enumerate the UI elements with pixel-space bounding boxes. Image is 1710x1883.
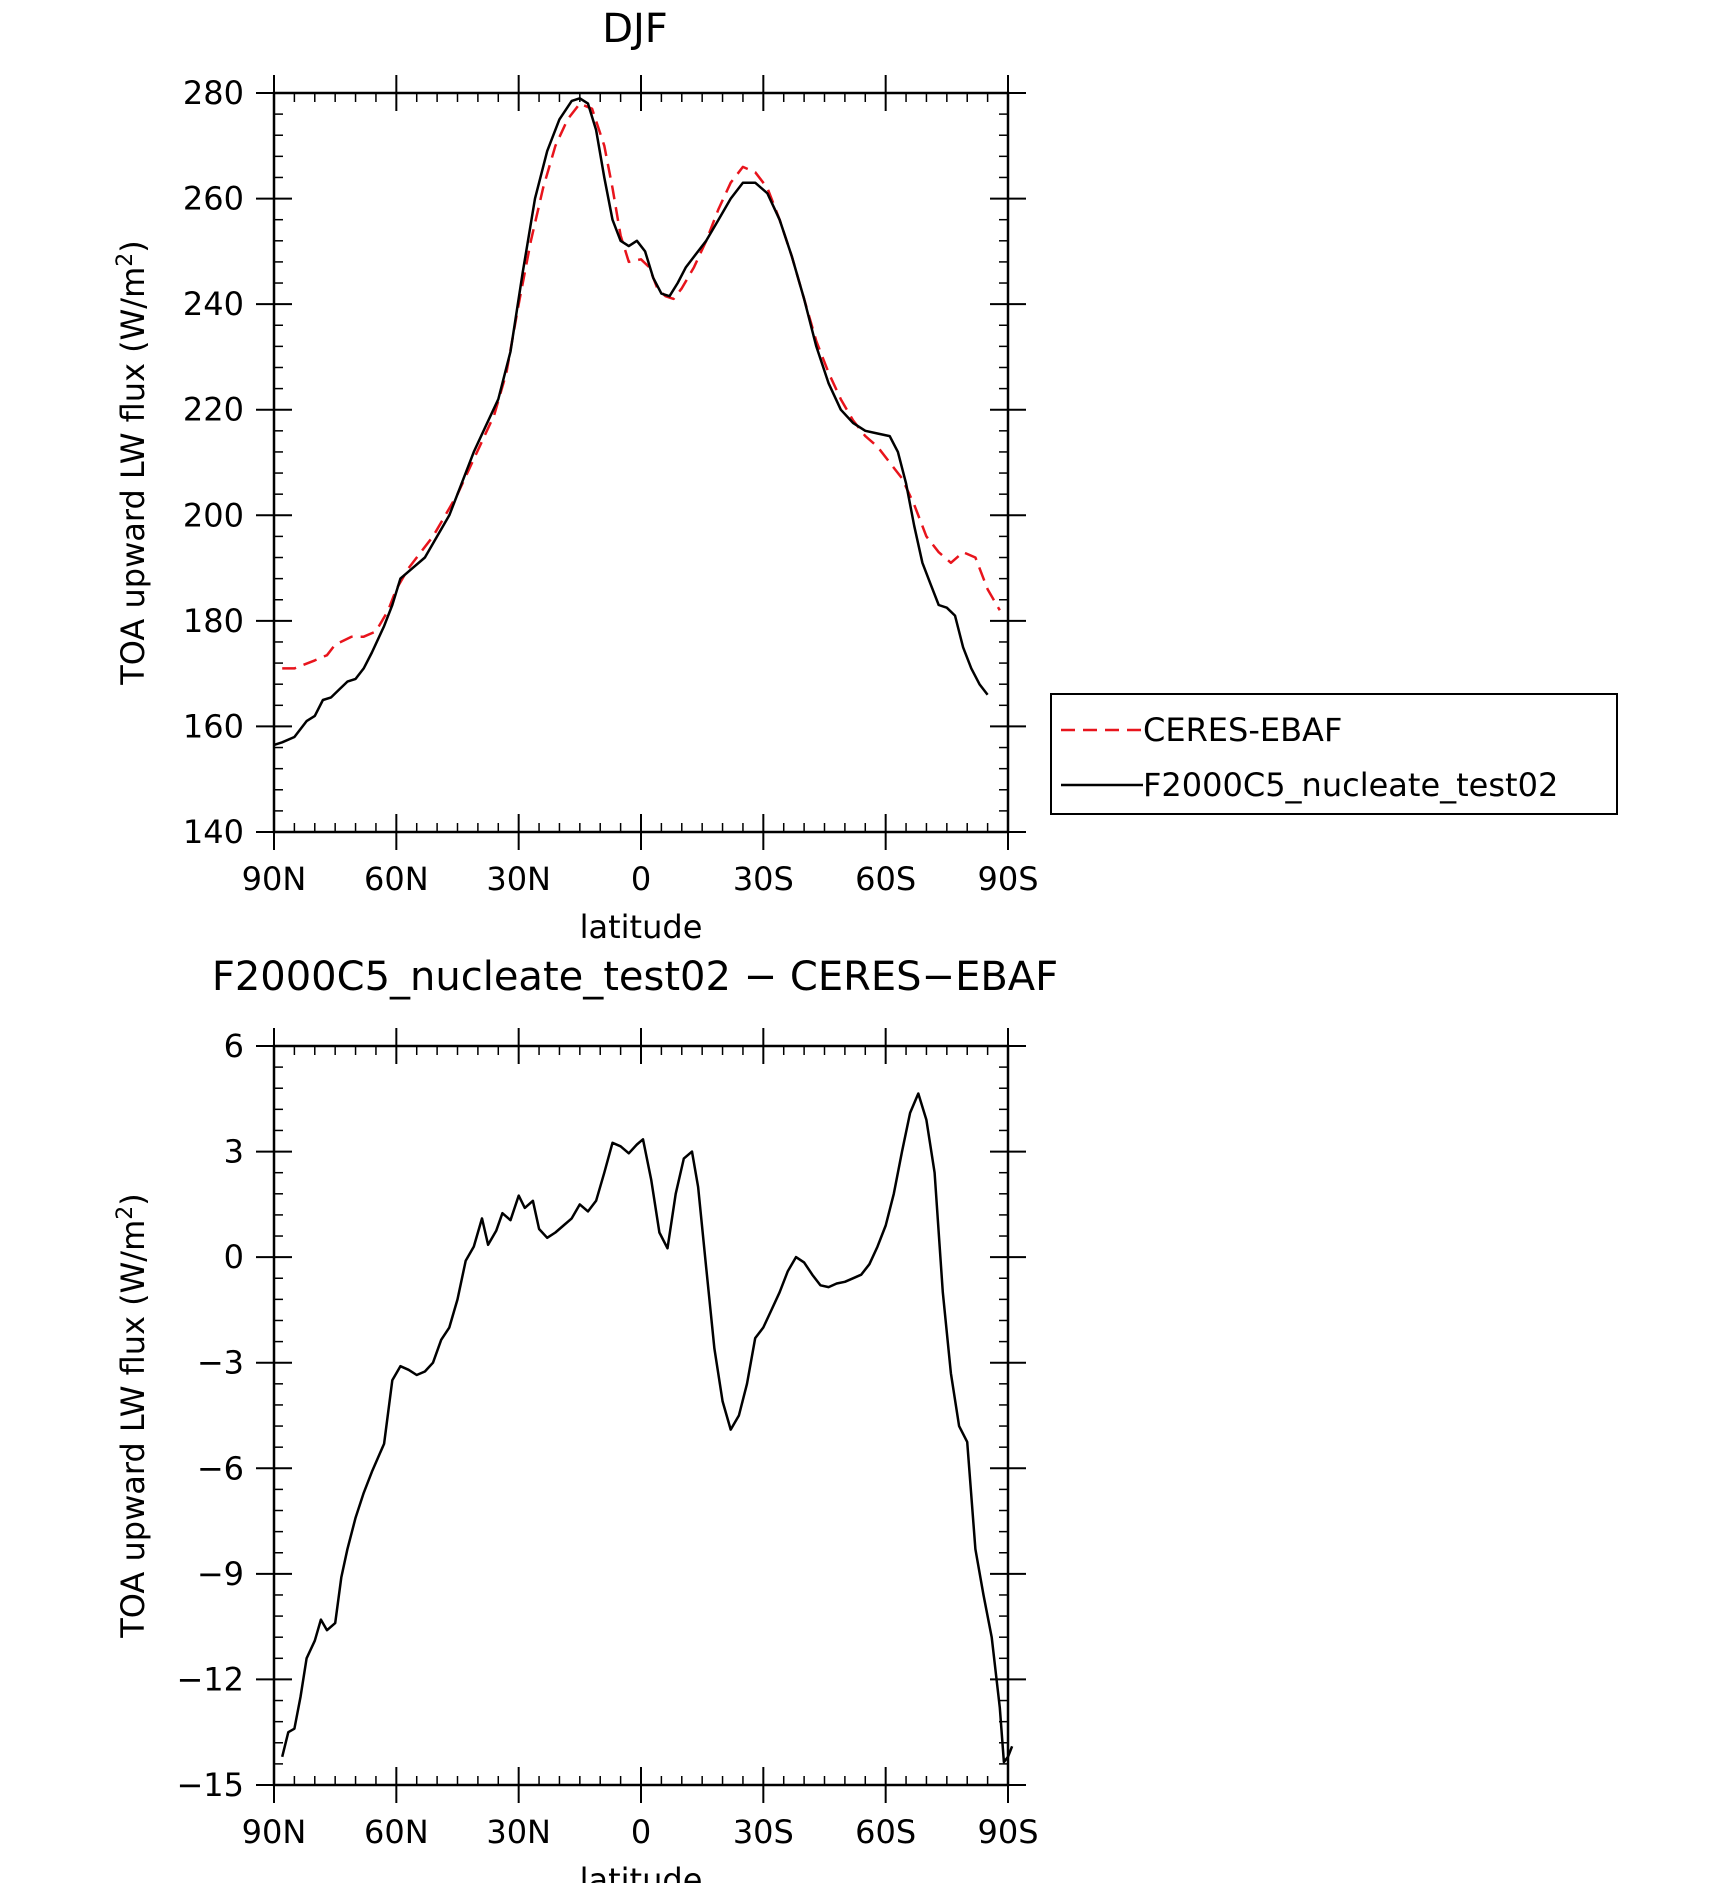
top-chart-y-axis-label-close: ) <box>114 240 152 252</box>
x-tick-label: 30S <box>733 860 794 898</box>
bottom-chart-y-axis-label-main: TOA upward LW flux (W/m <box>114 1220 152 1639</box>
y-tick-label: 3 <box>224 1133 244 1171</box>
x-tick-label: 90S <box>977 860 1038 898</box>
series-line-f2000c5-nucleate-test02 <box>273 97 989 747</box>
bottom-chart-series <box>280 1092 1014 1764</box>
bottom-chart-y-axis-label-close: ) <box>114 1193 152 1205</box>
y-tick-label: 260 <box>183 180 244 218</box>
x-tick-label: 30N <box>486 860 551 898</box>
top-chart-y-axis-label: TOA upward LW flux (W/m2) <box>113 240 153 686</box>
top-chart-y-axis-label-superscript: 2 <box>113 253 138 267</box>
x-tick-label: 0 <box>631 1813 651 1851</box>
y-tick-label: −3 <box>197 1344 244 1382</box>
y-tick-label: 240 <box>183 285 244 323</box>
top-chart-panel: DJF 140 160 180 200 220 240 260 280 90N 60N 30N 0 3… <box>113 6 1039 946</box>
bottom-chart-y-axis-label-superscript: 2 <box>113 1206 138 1220</box>
y-tick-label: −12 <box>176 1660 244 1698</box>
x-tick-label: 90N <box>242 1813 307 1851</box>
bottom-chart-ticks <box>256 1028 1026 1803</box>
bottom-chart-x-tick-labels: 90N 60N 30N 0 30S 60S 90S <box>242 1813 1039 1851</box>
y-tick-label: 160 <box>183 707 244 745</box>
top-chart-series <box>273 97 1001 747</box>
y-tick-label: −6 <box>197 1449 244 1487</box>
top-chart-plot-frame <box>272 91 1010 834</box>
bottom-chart-y-tick-labels: −15 −12 −9 −6 −3 0 3 6 <box>176 1027 244 1804</box>
legend-label-f2000c5: F2000C5_nucleate_test02 <box>1143 766 1558 804</box>
bottom-chart-y-axis-label: TOA upward LW flux (W/m2) <box>113 1193 153 1639</box>
legend-label-ceres-ebaf: CERES-EBAF <box>1143 711 1342 749</box>
x-tick-label: 60S <box>855 860 916 898</box>
y-tick-label: 220 <box>183 391 244 429</box>
x-tick-label: 0 <box>631 860 651 898</box>
bottom-chart-x-axis-label: latitude <box>580 1861 703 1883</box>
x-tick-label: 90N <box>242 860 307 898</box>
top-chart-ticks <box>256 75 1026 850</box>
y-tick-label: 140 <box>183 813 244 851</box>
top-chart-x-tick-labels: 90N 60N 30N 0 30S 60S 90S <box>242 860 1039 898</box>
legend: CERES-EBAF F2000C5_nucleate_test02 <box>1050 693 1618 815</box>
x-tick-label: 30N <box>486 1813 551 1851</box>
top-chart-y-tick-labels: 140 160 180 200 220 240 260 280 <box>183 74 244 851</box>
x-tick-label: 60N <box>364 860 429 898</box>
y-tick-label: 6 <box>224 1027 244 1065</box>
series-line-difference <box>280 1092 1014 1764</box>
top-chart-x-axis-label: latitude <box>580 908 703 946</box>
x-tick-label: 60S <box>855 1813 916 1851</box>
x-tick-label: 30S <box>733 1813 794 1851</box>
top-chart-y-axis-label-main: TOA upward LW flux (W/m <box>114 267 152 686</box>
y-tick-label: −9 <box>197 1555 244 1593</box>
bottom-chart-plot-frame <box>272 1044 1010 1787</box>
y-tick-label: 180 <box>183 602 244 640</box>
legend-box <box>1050 693 1618 815</box>
y-tick-label: 0 <box>224 1238 244 1276</box>
top-chart-title: DJF <box>602 6 668 52</box>
series-line-ceres-ebaf <box>282 102 1001 670</box>
x-tick-label: 90S <box>977 1813 1038 1851</box>
bottom-chart-title: F2000C5_nucleate_test02 − CERES−EBAF <box>212 954 1058 1000</box>
x-tick-label: 60N <box>364 1813 429 1851</box>
bottom-chart-panel: F2000C5_nucleate_test02 − CERES−EBAF −15… <box>113 954 1059 1883</box>
y-tick-label: −15 <box>176 1766 244 1804</box>
y-tick-label: 280 <box>183 74 244 112</box>
y-tick-label: 200 <box>183 496 244 534</box>
